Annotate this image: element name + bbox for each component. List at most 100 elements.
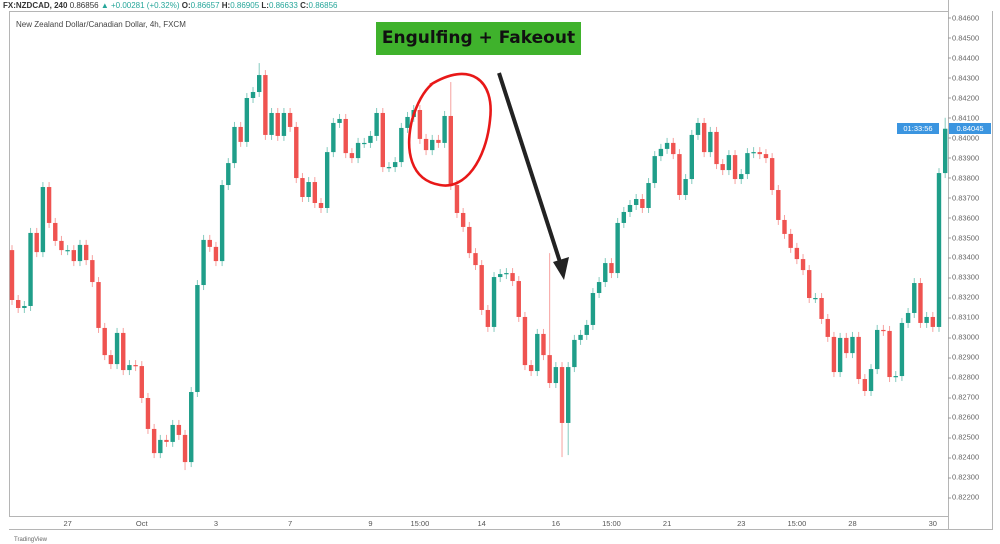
candle-up bbox=[392, 162, 398, 168]
candle-up bbox=[257, 75, 262, 93]
last-price: 0.86856 bbox=[69, 1, 99, 10]
candle-up bbox=[813, 298, 818, 300]
x-tick-label: 7 bbox=[288, 519, 293, 528]
candle-down bbox=[312, 182, 318, 203]
candle-down bbox=[448, 115, 453, 186]
candle-down bbox=[467, 226, 472, 254]
x-tick-label: 9 bbox=[368, 519, 373, 528]
candle-down bbox=[800, 259, 806, 271]
bar-countdown: 01:33:56 bbox=[897, 123, 939, 135]
candle-down bbox=[9, 250, 15, 300]
candle-down bbox=[528, 365, 534, 372]
candle-down bbox=[275, 112, 280, 136]
y-tick-label: 0.83400 bbox=[947, 252, 980, 262]
candle-up bbox=[337, 118, 342, 123]
candle-up bbox=[695, 122, 701, 135]
candle-up bbox=[535, 333, 540, 372]
candle-up bbox=[615, 222, 620, 274]
candle-down bbox=[862, 379, 868, 392]
candle-up bbox=[201, 239, 206, 286]
candle-down bbox=[516, 281, 521, 317]
x-tick-label: 21 bbox=[662, 519, 672, 528]
candle-down bbox=[71, 250, 76, 262]
x-tick-label: 15:00 bbox=[410, 519, 430, 528]
candle-down bbox=[287, 112, 293, 127]
candle-down bbox=[96, 282, 101, 328]
candle-down bbox=[671, 142, 676, 155]
candle-down bbox=[757, 152, 762, 155]
y-tick-label: 0.84200 bbox=[947, 93, 980, 103]
candle-down bbox=[844, 337, 849, 354]
candle-up bbox=[899, 322, 905, 377]
symbol: FX:NZDCAD, 240 bbox=[3, 1, 68, 10]
candle-down bbox=[145, 398, 151, 429]
candle-down bbox=[856, 336, 861, 380]
candle-down bbox=[559, 367, 565, 423]
candle-down bbox=[34, 232, 39, 253]
open-label: O: bbox=[181, 1, 191, 10]
candle-up bbox=[553, 367, 559, 384]
candle-down bbox=[102, 327, 107, 356]
candle-down bbox=[380, 112, 385, 168]
y-tick-label: 0.83900 bbox=[947, 153, 980, 163]
candle-down bbox=[318, 202, 324, 208]
y-tick-label: 0.83800 bbox=[947, 173, 980, 183]
candle-down bbox=[819, 298, 824, 319]
candle-up bbox=[362, 142, 367, 145]
candle-up bbox=[170, 424, 175, 442]
candle-down bbox=[720, 164, 725, 171]
candle-up bbox=[912, 283, 917, 313]
candle-up bbox=[646, 183, 651, 208]
candle-down bbox=[881, 329, 886, 332]
candle-up bbox=[355, 142, 361, 159]
high-value: 0.86905 bbox=[230, 1, 260, 10]
candle-down bbox=[609, 263, 614, 274]
candle-up bbox=[683, 179, 688, 196]
x-tick-label: 14 bbox=[477, 519, 486, 528]
candle-up bbox=[590, 293, 596, 325]
price-axis-divider bbox=[948, 0, 949, 530]
candle-down bbox=[436, 139, 441, 143]
candle-up bbox=[498, 274, 503, 278]
candle-down bbox=[213, 246, 219, 262]
candle-down bbox=[59, 240, 64, 251]
candle-up bbox=[158, 439, 163, 454]
x-tick-label: 16 bbox=[551, 519, 560, 528]
candle-down bbox=[423, 138, 429, 151]
candle-up bbox=[306, 182, 311, 198]
candle-up bbox=[491, 277, 497, 327]
candle-down bbox=[15, 300, 21, 308]
candle-up bbox=[572, 339, 577, 368]
candle-up bbox=[28, 232, 33, 306]
candle-up bbox=[324, 152, 330, 208]
candle-down bbox=[788, 233, 793, 248]
candle-down bbox=[677, 154, 682, 196]
candle-up bbox=[405, 116, 410, 128]
candle-down bbox=[825, 318, 830, 337]
candle-up bbox=[65, 250, 70, 252]
plot-area[interactable] bbox=[9, 11, 949, 517]
candle-up bbox=[664, 142, 670, 149]
candle-up bbox=[603, 263, 608, 283]
symbol-header: FX:NZDCAD, 240 0.86856 ▲ +0.00281 (+0.32… bbox=[3, 0, 337, 12]
candle-down bbox=[121, 332, 126, 371]
y-tick-label: 0.82800 bbox=[947, 372, 980, 382]
candle-down bbox=[343, 118, 348, 154]
candle-up bbox=[745, 153, 750, 175]
candle-up bbox=[250, 92, 256, 99]
candle-up bbox=[875, 329, 880, 370]
y-tick-label: 0.82400 bbox=[947, 452, 980, 462]
y-tick-label: 0.82700 bbox=[947, 392, 980, 402]
candle-up bbox=[195, 285, 200, 393]
y-tick-label: 0.83500 bbox=[947, 233, 980, 243]
candle-down bbox=[108, 355, 114, 365]
candle-down bbox=[541, 333, 546, 356]
candle-down bbox=[164, 439, 169, 442]
y-tick-label: 0.83100 bbox=[947, 312, 980, 322]
y-tick-label: 0.84000 bbox=[947, 133, 980, 143]
candle-up bbox=[232, 126, 237, 164]
y-tick-label: 0.82300 bbox=[947, 472, 980, 482]
candle-up bbox=[244, 98, 250, 142]
candle-down bbox=[930, 316, 936, 327]
